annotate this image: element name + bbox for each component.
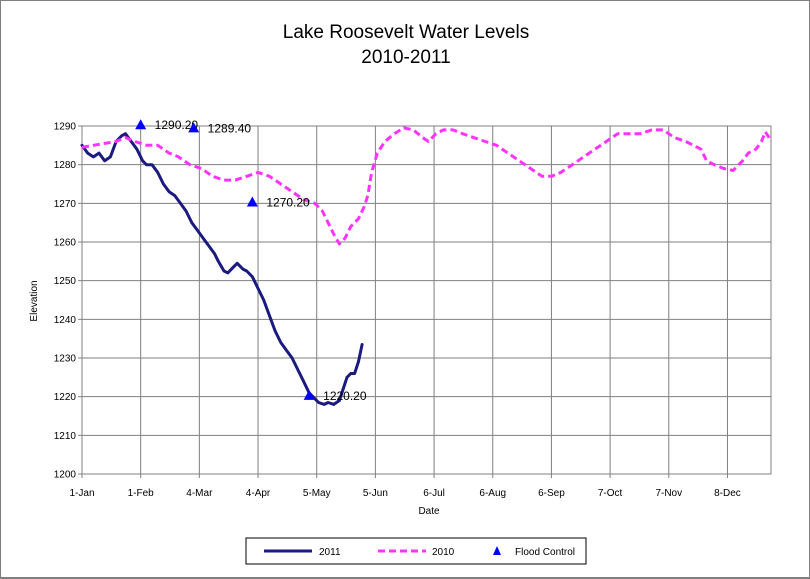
- series-line-2010: [81, 126, 773, 246]
- y-axis-title: Elevation: [29, 280, 40, 321]
- legend-label-2011: 2011: [319, 547, 341, 558]
- flood-control-marker: [188, 122, 200, 133]
- x-tick-label: 1-Feb: [128, 488, 155, 499]
- plot-area: [81, 125, 772, 475]
- series-line-2011: [80, 132, 364, 406]
- gridlines: [81, 125, 771, 475]
- legend-label-flood-control: Flood Control: [515, 547, 575, 558]
- flood-control-markers: 1290.20 1289.40 1270.20 1220.20: [135, 118, 367, 403]
- legend-label-2010: 2010: [432, 547, 455, 558]
- y-tick-label: 1270: [54, 199, 77, 210]
- y-tick-label: 1220: [54, 392, 77, 403]
- y-tick-label: 1210: [54, 431, 77, 442]
- flood-control-marker: [135, 119, 147, 130]
- x-tick-label: 7-Nov: [655, 488, 682, 499]
- x-axis-title: Date: [418, 506, 440, 517]
- flood-control-marker: [246, 196, 258, 207]
- x-tick-label: 6-Aug: [479, 488, 506, 499]
- flood-control-marker: [303, 389, 315, 400]
- x-tick-label: 6-Sep: [538, 488, 565, 499]
- x-tick-label: 4-Mar: [186, 488, 213, 499]
- y-tick-label: 1280: [54, 160, 77, 171]
- x-axis: 1-Jan 1-Feb 4-Mar 4-Apr 5-May 5-Jun 6-Jul 6-Aug…: [69, 474, 741, 499]
- x-tick-label: 5-Jun: [363, 488, 388, 499]
- flood-control-label: 1220.20: [323, 389, 367, 403]
- x-tick-label: 7-Oct: [598, 488, 623, 499]
- x-tick-label: 1-Jan: [69, 488, 94, 499]
- x-tick-label: 8-Dec: [714, 488, 741, 499]
- y-tick-label: 1240: [54, 315, 77, 326]
- legend-swatch-flood-control: [493, 546, 501, 555]
- flood-control-label: 1290.20: [155, 118, 199, 132]
- y-tick-label: 1230: [54, 354, 77, 365]
- y-tick-label: 1290: [54, 122, 77, 133]
- x-tick-label: 5-May: [303, 488, 331, 499]
- chart-subtitle: 2010-2011: [361, 47, 450, 68]
- flood-control-label: 1289.40: [208, 121, 252, 135]
- chart-title: Lake Roosevelt Water Levels: [283, 22, 529, 43]
- flood-control-label: 1270.20: [266, 196, 310, 210]
- y-tick-label: 1260: [54, 238, 77, 249]
- y-tick-label: 1200: [54, 470, 77, 481]
- legend: 2011 2010 Flood Control: [245, 537, 587, 565]
- x-tick-label: 4-Apr: [246, 488, 271, 499]
- x-tick-label: 6-Jul: [423, 488, 445, 499]
- y-axis: 1200 1210 1220 1230 1240 1250 1260 1270 1280 1290: [54, 122, 82, 481]
- y-tick-label: 1250: [54, 276, 77, 287]
- series-group: [80, 126, 773, 406]
